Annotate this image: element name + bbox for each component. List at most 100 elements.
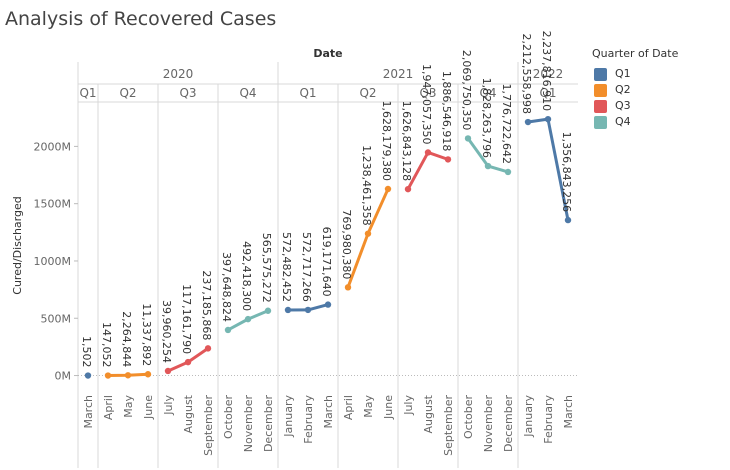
y-tick-label: 1000M — [34, 255, 72, 268]
quarter-label-2021-Q4: Q4 — [479, 86, 496, 100]
month-label: November — [242, 395, 255, 453]
month-label: May — [362, 395, 375, 418]
data-label: 492,418,300 — [240, 241, 253, 311]
month-label: October — [462, 395, 475, 439]
data-label: 397,648,824 — [220, 252, 233, 322]
data-point — [384, 185, 392, 193]
month-label: September — [442, 395, 455, 456]
year-label-2021: 2021 — [383, 67, 414, 81]
data-label: 1,238,461,358 — [360, 145, 373, 225]
data-label: 1,828,263,796 — [480, 78, 493, 158]
data-label: 1,626,843,128 — [400, 101, 413, 181]
quarter-label-2020-Q2: Q2 — [119, 86, 136, 100]
data-label: 11,337,892 — [140, 303, 153, 366]
month-label: March — [82, 395, 95, 429]
data-label: 769,980,380 — [340, 209, 353, 279]
quarter-label-2020-Q1: Q1 — [79, 86, 96, 100]
quarter-label-2022-Q1: Q1 — [539, 86, 556, 100]
legend-item-q1[interactable]: Q1 — [594, 66, 678, 82]
data-point — [324, 301, 332, 308]
month-label: December — [502, 395, 515, 453]
series-line-2021-Q3 — [406, 150, 449, 190]
data-point — [204, 345, 212, 352]
legend-item-q3[interactable]: Q3 — [594, 98, 678, 114]
data-label: 2,237,816,910 — [540, 31, 553, 111]
month-label: December — [262, 395, 275, 453]
data-point — [84, 372, 92, 379]
data-point — [484, 162, 492, 170]
y-tick-label: 2000M — [34, 140, 72, 153]
data-point — [304, 306, 312, 314]
year-label-2022: 2022 — [533, 67, 564, 81]
legend-label: Q1 — [615, 67, 631, 80]
data-point — [164, 367, 172, 375]
column-header: Date — [313, 47, 342, 60]
data-label: 147,052 — [100, 322, 113, 368]
data-point — [284, 306, 292, 314]
data-label: 1,628,179,380 — [380, 101, 393, 181]
legend-label: Q4 — [615, 115, 631, 128]
y-axis-label: Cured/Discharged — [11, 196, 24, 294]
data-label: 1,356,843,256 — [560, 132, 573, 212]
data-point — [524, 118, 532, 126]
legend-item-q2[interactable]: Q2 — [594, 82, 678, 98]
data-point — [464, 135, 472, 142]
legend-swatch — [594, 67, 607, 81]
data-label: 2,069,750,350 — [460, 50, 473, 130]
month-label: July — [402, 395, 415, 416]
data-point — [104, 372, 112, 379]
month-label: March — [322, 395, 335, 429]
legend-swatch — [594, 115, 607, 129]
legend-item-q4[interactable]: Q4 — [594, 114, 678, 130]
month-label: January — [282, 395, 295, 438]
y-tick-label: 0M — [55, 370, 72, 383]
month-label: April — [342, 395, 355, 420]
legend: Quarter of Date Q1 Q2 Q3 Q4 — [592, 47, 678, 130]
month-label: September — [202, 395, 215, 456]
y-tick-label: 1500M — [34, 198, 72, 211]
quarter-label-2021-Q2: Q2 — [359, 86, 376, 100]
month-label: August — [182, 394, 195, 433]
quarter-label-2021-Q3: Q3 — [419, 86, 436, 100]
data-point — [424, 149, 432, 156]
month-label: July — [162, 395, 175, 416]
year-label-2020: 2020 — [163, 67, 194, 81]
data-point — [444, 156, 452, 163]
data-point — [564, 216, 572, 224]
data-point — [124, 372, 132, 379]
data-label: 2,264,844 — [120, 311, 133, 367]
quarter-label-2020-Q4: Q4 — [239, 86, 256, 100]
data-label: 565,575,272 — [260, 233, 273, 303]
legend-label: Q2 — [615, 83, 631, 96]
month-label: August — [422, 394, 435, 433]
data-label: 1,886,546,918 — [440, 71, 453, 151]
data-point — [544, 115, 552, 123]
month-label: January — [522, 395, 535, 438]
month-label: May — [122, 395, 135, 418]
data-point — [224, 326, 232, 334]
data-label: 1,502 — [80, 336, 93, 368]
month-label: February — [302, 395, 315, 444]
data-point — [264, 307, 272, 314]
data-label: 572,717,266 — [300, 232, 313, 302]
data-point — [404, 185, 412, 193]
data-label: 117,161,790 — [180, 284, 193, 354]
data-label: 237,185,868 — [200, 270, 213, 340]
legend-swatch — [594, 83, 607, 97]
month-label: October — [222, 395, 235, 439]
data-label: 619,171,640 — [320, 227, 333, 297]
data-point — [144, 371, 152, 378]
data-point — [504, 168, 512, 176]
month-label: April — [102, 395, 115, 420]
month-label: June — [382, 395, 395, 420]
data-label: 2,212,558,998 — [520, 34, 533, 114]
data-point — [244, 315, 252, 323]
data-point — [364, 230, 372, 237]
data-point — [344, 284, 352, 291]
y-tick-label: 500M — [41, 312, 72, 325]
data-point — [184, 358, 192, 366]
legend-title: Quarter of Date — [592, 47, 679, 60]
month-label: February — [542, 395, 555, 444]
legend-swatch — [594, 99, 607, 113]
